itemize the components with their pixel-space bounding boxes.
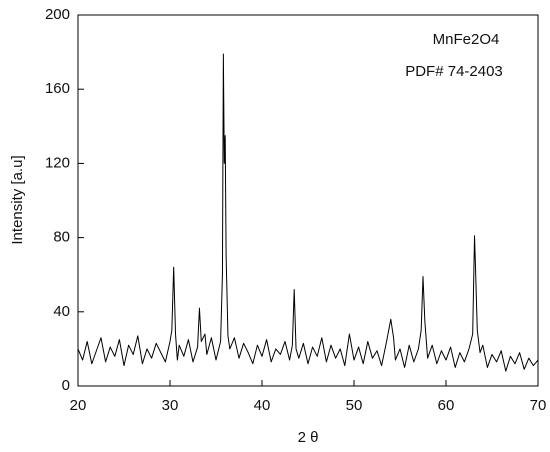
annotation: PDF# 74-2403 bbox=[405, 63, 503, 80]
annotation: MnFe2O4 bbox=[433, 31, 500, 48]
y-tick-label: 120 bbox=[45, 154, 70, 171]
x-tick-label: 20 bbox=[70, 397, 87, 414]
y-tick-label: 40 bbox=[53, 303, 70, 320]
plot-frame bbox=[77, 14, 539, 387]
y-tick-label: 80 bbox=[53, 229, 70, 246]
y-tick-label: 160 bbox=[45, 80, 70, 97]
x-tick-label: 60 bbox=[438, 397, 455, 414]
x-tick-label: 50 bbox=[346, 397, 363, 414]
x-tick-label: 30 bbox=[162, 397, 179, 414]
y-tick-label: 0 bbox=[62, 377, 70, 394]
y-axis-title: Intensity [a.u] bbox=[9, 155, 26, 244]
x-axis-title: 2 θ bbox=[298, 429, 319, 446]
data-line bbox=[77, 53, 539, 372]
y-tick-label: 200 bbox=[45, 6, 70, 23]
x-tick-label: 40 bbox=[254, 397, 271, 414]
x-tick-label: 70 bbox=[530, 397, 547, 414]
